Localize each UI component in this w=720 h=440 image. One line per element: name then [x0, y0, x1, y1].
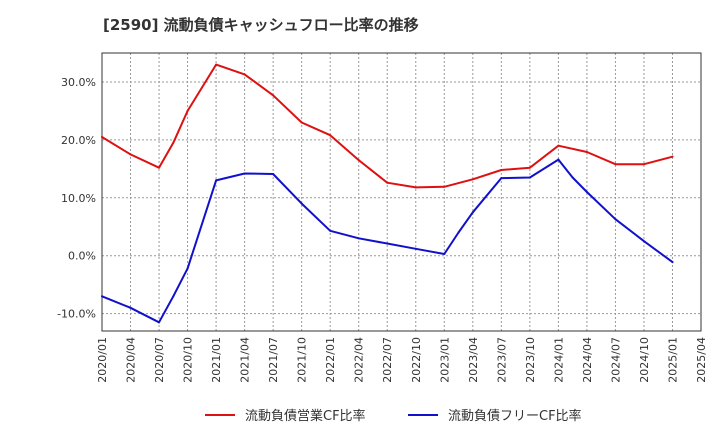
series-2-point	[129, 306, 132, 309]
series-2-point	[215, 179, 218, 182]
series-2-point	[172, 295, 175, 298]
series-1-point	[172, 141, 175, 144]
series-1-point	[101, 135, 103, 138]
x-tick-label: 2020/10	[182, 337, 195, 383]
series-1-point	[186, 109, 189, 112]
series-2-point	[101, 295, 103, 298]
series-1-point	[671, 155, 674, 158]
series-2-point	[186, 267, 189, 270]
series-2-point	[443, 252, 446, 255]
x-tick-label: 2020/01	[96, 337, 109, 383]
plot-frame	[101, 52, 702, 332]
series-2-point	[671, 261, 674, 264]
x-tick-label: 2024/07	[609, 337, 622, 383]
legend-label-2: 流動負債フリーCF比率	[448, 408, 582, 424]
series-2-point	[414, 247, 417, 250]
x-tick-label: 2021/01	[210, 337, 223, 383]
series-2-point	[571, 176, 574, 179]
series-1-point	[129, 153, 132, 156]
x-tick-label: 2023/07	[495, 337, 508, 383]
plot-area	[102, 53, 701, 331]
x-tick-label: 2023/10	[524, 337, 537, 383]
chart-title: [2590] 流動負債キャッシュフロー比率の推移	[103, 16, 419, 34]
series-2-point	[386, 242, 389, 245]
y-tick-label: 10.0%	[61, 192, 96, 205]
x-tick-label: 2021/10	[296, 337, 309, 383]
x-tick-label: 2022/07	[381, 337, 394, 383]
series-1-point	[614, 163, 617, 166]
x-tick-label: 2024/10	[638, 337, 651, 383]
x-tick-label: 2022/10	[410, 337, 423, 383]
y-tick-label: -10.0%	[57, 308, 96, 321]
series-1-point	[557, 144, 560, 147]
x-tick-label: 2023/04	[467, 337, 480, 383]
series-2-point	[528, 176, 531, 179]
series-2-point	[585, 191, 588, 193]
x-tick-label: 2020/04	[125, 337, 138, 383]
series-1-point	[443, 185, 446, 188]
series-1-point	[357, 159, 360, 162]
series-1-point	[500, 168, 503, 171]
series-2-point	[500, 177, 503, 180]
series-2-point	[300, 202, 303, 205]
series-2-point	[357, 237, 360, 240]
series-1-point	[386, 181, 389, 184]
series-1-point	[471, 178, 474, 181]
x-tick-label: 2020/07	[153, 337, 166, 383]
series-1-point	[642, 163, 645, 166]
series-2-point	[642, 240, 645, 243]
series-2-point	[471, 211, 474, 214]
x-tick-label: 2024/01	[552, 337, 565, 383]
series-line-1	[101, 63, 674, 189]
legend-label-1: 流動負債営業CF比率	[245, 408, 366, 424]
x-tick-label: 2022/01	[324, 337, 337, 383]
y-tick-label: 30.0%	[61, 76, 96, 89]
y-tick-label: 20.0%	[61, 134, 96, 147]
series-2-point	[158, 321, 161, 324]
series-2-point	[243, 172, 246, 175]
series-2-point	[457, 231, 460, 234]
y-tick-label: 0.0%	[68, 250, 96, 263]
series-1-point	[414, 186, 417, 189]
series-1-point	[243, 73, 246, 76]
x-tick-label: 2025/04	[695, 337, 708, 383]
series-1-point	[528, 166, 531, 169]
series-2-point	[557, 158, 560, 161]
x-tick-label: 2021/07	[267, 337, 280, 383]
x-tick-label: 2025/01	[666, 337, 679, 383]
series-2-point	[329, 229, 332, 232]
series-1-point	[300, 121, 303, 124]
x-tick-label: 2022/04	[353, 337, 366, 383]
series-2-point	[272, 173, 275, 176]
series-1-point	[158, 166, 161, 169]
x-tick-label: 2021/04	[239, 337, 252, 383]
x-tick-label: 2024/04	[581, 337, 594, 383]
series-1-point	[215, 63, 218, 66]
series-1-point	[329, 134, 332, 137]
x-tick-label: 2023/01	[438, 337, 451, 383]
series-1-point	[272, 94, 275, 97]
series-2-point	[614, 218, 617, 221]
series-line-2	[101, 158, 674, 324]
series-1-point	[585, 151, 588, 154]
